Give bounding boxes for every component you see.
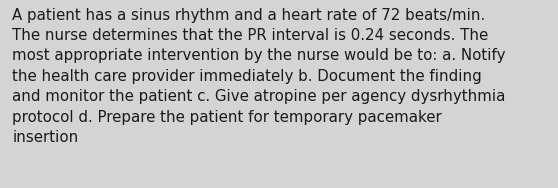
Text: A patient has a sinus rhythm and a heart rate of 72 beats/min.
The nurse determi: A patient has a sinus rhythm and a heart…	[12, 8, 506, 145]
